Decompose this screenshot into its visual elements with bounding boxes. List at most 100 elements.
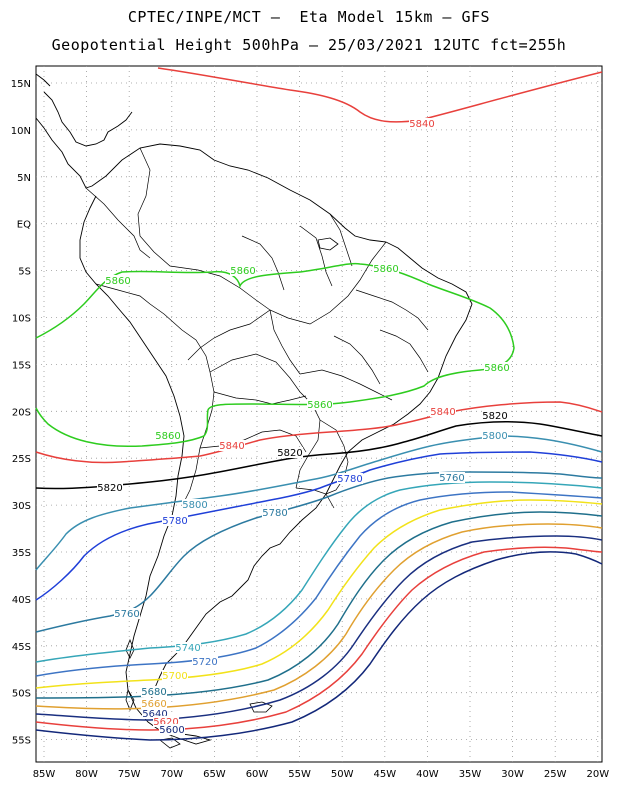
lon-tick-label: 35W xyxy=(459,769,482,780)
lat-tick-label: 30S xyxy=(12,501,31,512)
contour-label-background xyxy=(162,670,188,681)
contour-label-background xyxy=(141,698,167,709)
contour-label-background xyxy=(105,275,131,286)
contour-label-background xyxy=(337,473,363,484)
map-title-line1: CPTEC/INPE/MCT – Eta Model 15km – GFS xyxy=(127,8,491,26)
lon-tick-label: 50W xyxy=(331,769,354,780)
lon-tick-label: 70W xyxy=(160,769,183,780)
contour-label: 5720 xyxy=(192,657,217,668)
contour-label: 5840 xyxy=(409,119,434,130)
lon-tick-label: 20W xyxy=(586,769,609,780)
lat-tick-label: 45S xyxy=(12,642,31,653)
lat-tick-label: 5N xyxy=(17,173,31,184)
lat-tick-label: 35S xyxy=(12,548,31,559)
contour-5840-north xyxy=(157,67,603,123)
contour-label-background xyxy=(484,362,510,373)
contour-label: 5860 xyxy=(155,431,180,442)
contour-label-background xyxy=(162,515,188,526)
contour-5600 xyxy=(35,551,603,741)
contour-label-background xyxy=(430,406,456,417)
country-borders xyxy=(85,147,429,509)
contour-label-background xyxy=(114,608,140,619)
contour-label: 5780 xyxy=(162,516,187,527)
coastlines xyxy=(35,73,473,745)
contour-label: 5780 xyxy=(262,508,287,519)
map-title-line2: Geopotential Height 500hPa – 25/03/2021 … xyxy=(51,36,567,54)
contour-label-background xyxy=(482,430,508,441)
lon-tick-label: 30W xyxy=(501,769,524,780)
lon-tick-label: 80W xyxy=(75,769,98,780)
contour-5720 xyxy=(35,491,603,677)
lat-tick-label: 40S xyxy=(12,595,31,606)
contour-label: 5700 xyxy=(162,671,187,682)
lat-tick-label: 5S xyxy=(18,267,31,278)
contour-5700 xyxy=(35,499,603,689)
contour-label-background xyxy=(230,265,256,276)
contour-label-background xyxy=(307,399,333,410)
contour-5640 xyxy=(35,535,603,721)
contour-5620 xyxy=(35,546,603,731)
lon-tick-label: 85W xyxy=(33,769,56,780)
lat-tick-label: 20S xyxy=(12,407,31,418)
contour-label: 5760 xyxy=(439,473,464,484)
contour-label-background xyxy=(182,499,208,510)
contour-5800 xyxy=(35,435,603,571)
contour-label: 5860 xyxy=(307,400,332,411)
contour-label: 5820 xyxy=(97,483,122,494)
lon-tick-label: 60W xyxy=(246,769,269,780)
contour-label-background xyxy=(153,716,179,727)
contour-label-background xyxy=(409,118,435,129)
contour-label: 5840 xyxy=(219,441,244,452)
contour-label-background xyxy=(262,507,288,518)
contour-label: 5860 xyxy=(230,266,255,277)
contour-label: 5600 xyxy=(159,725,184,736)
contour-label: 5820 xyxy=(482,411,507,422)
contour-lines xyxy=(35,67,603,741)
contour-5680 xyxy=(35,511,603,699)
lon-tick-label: 65W xyxy=(203,769,226,780)
contour-label: 5800 xyxy=(182,500,207,511)
contour-label: 5860 xyxy=(105,276,130,287)
lat-tick-label: 50S xyxy=(12,689,31,700)
contour-5860 xyxy=(35,262,515,448)
contour-label-background xyxy=(141,686,167,697)
contour-5780 xyxy=(35,451,603,601)
contour-label-background xyxy=(373,263,399,274)
lat-tick-label: 25S xyxy=(12,454,31,465)
contour-5840 xyxy=(35,401,603,464)
contour-label: 5860 xyxy=(484,363,509,374)
contour-label-background xyxy=(175,642,201,653)
axis-ticks: 15N 10N 5N EQ 5S 10S 15S 20S 25S 30S 35S 40S 45S 50S 5… xyxy=(11,79,609,780)
contour-label-background xyxy=(97,482,123,493)
contour-label: 5660 xyxy=(141,699,166,710)
lat-tick-label: 10N xyxy=(11,126,31,137)
lat-tick-label: 15N xyxy=(11,79,31,90)
contour-label: 5860 xyxy=(373,264,398,275)
contour-label: 5680 xyxy=(141,687,166,698)
lon-tick-label: 55W xyxy=(288,769,311,780)
contour-label-background xyxy=(219,440,245,451)
lat-tick-label: 15S xyxy=(12,360,31,371)
contour-label: 5640 xyxy=(142,709,167,720)
contour-label: 5780 xyxy=(337,474,362,485)
contour-labels: 5840 5860 5860 5860 5860 5860 5860 5840 5840 5820… xyxy=(97,118,510,736)
contour-label: 5760 xyxy=(114,609,139,620)
contour-label: 5840 xyxy=(430,407,455,418)
contour-label: 5820 xyxy=(277,448,302,459)
lat-tick-label: EQ xyxy=(17,220,31,231)
contour-label-background xyxy=(482,410,508,421)
contour-label: 5620 xyxy=(153,717,178,728)
contour-label-background xyxy=(277,447,303,458)
contour-5760 xyxy=(35,471,603,633)
lat-tick-label: 10S xyxy=(12,314,31,325)
lon-tick-label: 75W xyxy=(118,769,141,780)
contour-label-background xyxy=(159,724,185,735)
contour-label: 5800 xyxy=(482,431,507,442)
contour-label: 5740 xyxy=(175,643,200,654)
lon-tick-label: 25W xyxy=(544,769,567,780)
contour-5740 xyxy=(35,481,603,663)
contour-label-background xyxy=(192,656,218,667)
contour-label-background xyxy=(439,472,465,483)
lon-tick-label: 45W xyxy=(373,769,396,780)
